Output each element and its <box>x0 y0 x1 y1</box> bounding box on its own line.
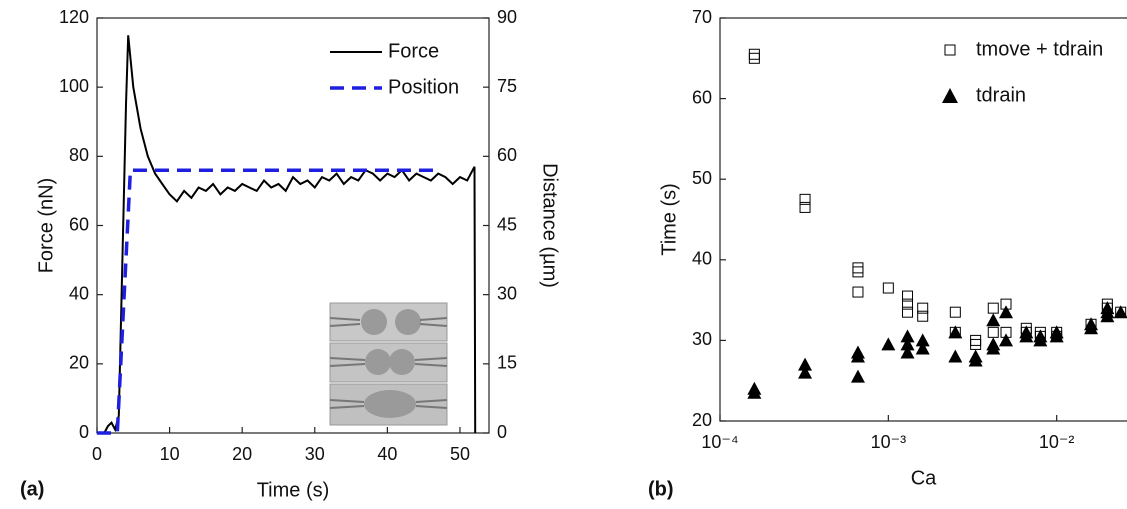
triangle-marker <box>900 329 915 343</box>
series-line <box>97 35 477 434</box>
triangle-marker <box>986 313 1001 327</box>
y2-tick-label: 0 <box>497 422 507 442</box>
y2-tick-label: 30 <box>497 283 517 303</box>
y-tick-label: 60 <box>692 87 712 107</box>
triangle-marker <box>968 353 983 367</box>
y-axis-label: Time (s) <box>658 183 680 256</box>
y2-tick-label: 45 <box>497 214 517 234</box>
y-tick-label: 80 <box>69 145 89 165</box>
x-tick-label: 10⁻⁴ <box>701 432 738 452</box>
square-marker <box>852 266 864 278</box>
x-tick-label: 10 <box>160 444 180 464</box>
x-tick-label: 40 <box>377 444 397 464</box>
y-tick-label: 50 <box>692 168 712 188</box>
square-marker <box>799 201 811 213</box>
y-tick-label: 100 <box>59 76 89 96</box>
x-tick-label: 30 <box>305 444 325 464</box>
legend-label: tdrain <box>976 84 1026 106</box>
square-marker <box>917 302 929 314</box>
x-tick-label: 10⁻² <box>1039 432 1075 452</box>
square-marker <box>902 306 914 318</box>
triangle-marker <box>1049 329 1064 343</box>
triangle-marker <box>1033 333 1048 347</box>
panel-label: (a) <box>20 478 44 500</box>
triangle-marker <box>915 333 930 347</box>
square-marker <box>970 334 982 346</box>
y2-tick-label: 60 <box>497 145 517 165</box>
legend-label: Position <box>388 76 459 98</box>
y-tick-label: 30 <box>692 329 712 349</box>
y-tick-label: 20 <box>692 410 712 430</box>
triangle-marker <box>1084 321 1099 335</box>
legend-swatch <box>942 88 958 103</box>
triangle-marker <box>747 385 762 399</box>
triangle-marker <box>1113 305 1127 319</box>
x-axis-label: Time (s) <box>257 479 330 501</box>
series-line <box>97 168 439 435</box>
square-marker <box>987 326 999 338</box>
triangle-marker <box>798 365 813 379</box>
x-tick-label: 20 <box>232 444 252 464</box>
square-marker <box>902 298 914 310</box>
triangle-marker <box>850 369 865 383</box>
y2-tick-label: 15 <box>497 353 517 373</box>
triangle-marker <box>900 345 915 359</box>
y-tick-label: 40 <box>692 249 712 269</box>
square-marker <box>852 262 864 274</box>
legend-swatch <box>944 44 956 56</box>
y2-axis-label: Distance (µm) <box>539 163 561 288</box>
square-marker <box>852 286 864 298</box>
square-marker <box>882 282 894 294</box>
x-axis-label: Ca <box>911 467 937 489</box>
triangle-marker <box>850 349 865 363</box>
triangle-marker <box>798 357 813 371</box>
triangle-marker <box>1100 309 1115 323</box>
triangle-marker <box>986 341 1001 355</box>
square-marker <box>748 48 760 60</box>
square-marker <box>970 338 982 350</box>
square-marker <box>902 290 914 302</box>
y-tick-label: 60 <box>69 214 89 234</box>
x-tick-label: 0 <box>92 444 102 464</box>
y-tick-label: 20 <box>69 353 89 373</box>
triangle-marker <box>881 337 896 351</box>
x-tick-label: 10⁻³ <box>871 432 907 452</box>
triangle-marker <box>1019 329 1034 343</box>
legend-label: Force <box>388 40 439 62</box>
x-tick-label: 50 <box>450 444 470 464</box>
square-marker <box>799 193 811 205</box>
y2-tick-label: 90 <box>497 7 517 27</box>
plot-frame <box>719 17 1127 422</box>
y-tick-label: 40 <box>69 283 89 303</box>
y-tick-label: 0 <box>79 422 89 442</box>
triangle-marker <box>948 325 963 339</box>
triangle-marker <box>999 333 1014 347</box>
y-axis-label: Force (nN) <box>35 178 57 274</box>
inset-photos <box>329 302 448 426</box>
triangle-marker <box>948 349 963 363</box>
triangle-marker <box>999 305 1014 319</box>
panel-label: (b) <box>648 478 674 500</box>
square-marker <box>917 310 929 322</box>
y2-tick-label: 75 <box>497 76 517 96</box>
y-tick-label: 120 <box>59 7 89 27</box>
square-marker <box>949 306 961 318</box>
legend-label: tmove + tdrain <box>976 38 1103 60</box>
triangle-marker <box>915 341 930 355</box>
y-tick-label: 70 <box>692 7 712 27</box>
square-marker <box>748 52 760 64</box>
square-marker <box>987 302 999 314</box>
triangle-marker <box>900 337 915 351</box>
